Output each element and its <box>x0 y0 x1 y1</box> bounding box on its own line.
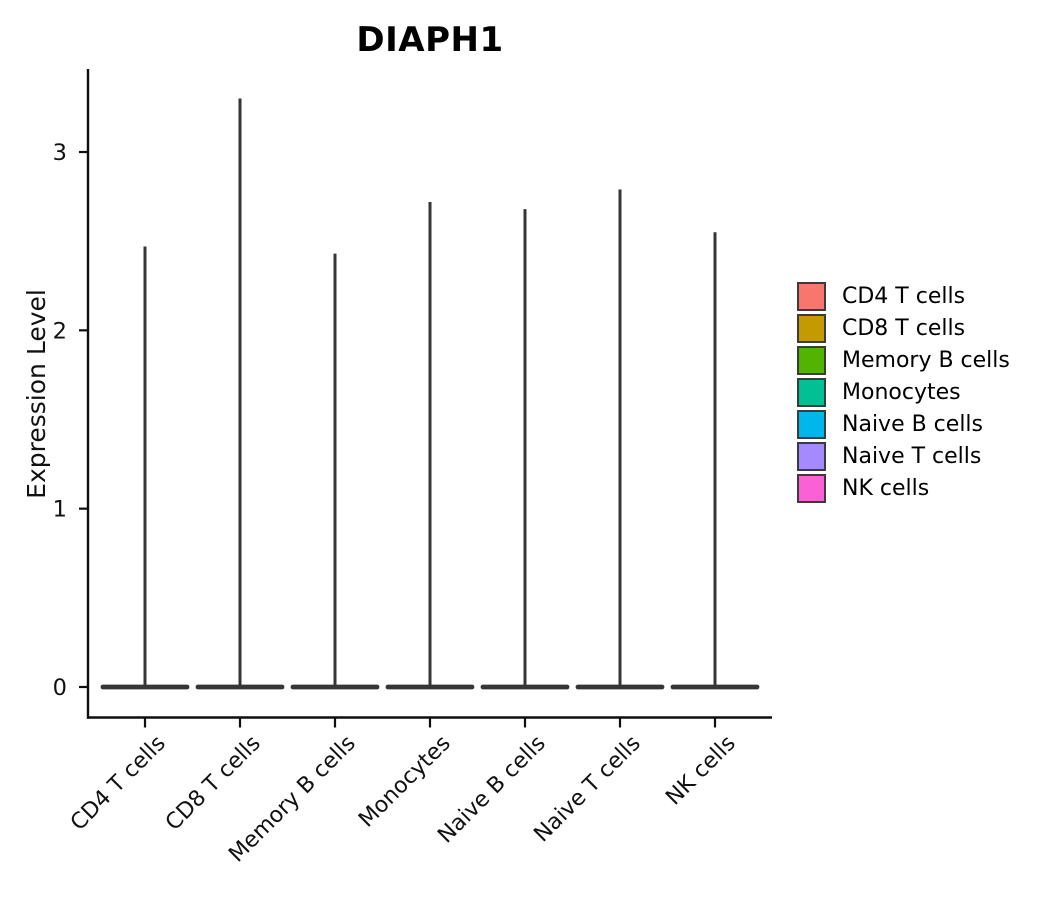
legend-label-naive-b-cells: Naive B cells <box>842 412 984 437</box>
legend-item-cd4-t-cells: CD4 T cells <box>797 282 1010 311</box>
violin-monocytes <box>385 201 475 690</box>
violin-cd8-t-cells <box>195 98 285 690</box>
y-tick-label-3: 3 <box>53 140 67 166</box>
violin-nk-cells <box>670 232 760 690</box>
legend-swatch-naive-b-cells <box>797 410 826 439</box>
legend-swatch-monocytes <box>797 378 826 407</box>
legend-item-nk-cells: NK cells <box>797 474 1010 503</box>
legend-swatch-naive-t-cells <box>797 442 826 471</box>
legend-label-cd8-t-cells: CD8 T cells <box>842 316 966 341</box>
legend-label-monocytes: Monocytes <box>842 380 961 405</box>
violin-naive-t-cells <box>575 189 665 690</box>
legend-item-monocytes: Monocytes <box>797 378 1010 407</box>
violin-cd4-t-cells <box>100 246 190 690</box>
legend-item-naive-b-cells: Naive B cells <box>797 410 1010 439</box>
legend-label-cd4-t-cells: CD4 T cells <box>842 284 966 309</box>
legend-swatch-cd4-t-cells <box>797 282 826 311</box>
y-tick-label-0: 0 <box>53 675 67 701</box>
legend-swatch-memory-b-cells <box>797 346 826 375</box>
legend-label-nk-cells: NK cells <box>842 476 930 501</box>
violin-memory-b-cells <box>290 253 380 690</box>
legend-item-cd8-t-cells: CD8 T cells <box>797 314 1010 343</box>
y-tick-label-1: 1 <box>53 497 67 523</box>
legend-swatch-cd8-t-cells <box>797 314 826 343</box>
legend-label-memory-b-cells: Memory B cells <box>842 348 1010 373</box>
plot-title: DIAPH1 <box>356 20 504 60</box>
legend-label-naive-t-cells: Naive T cells <box>842 444 982 469</box>
y-tick-label-2: 2 <box>53 318 67 344</box>
legend-item-naive-t-cells: Naive T cells <box>797 442 1010 471</box>
legend: CD4 T cells CD8 T cells Memory B cells Mono… <box>797 282 1010 506</box>
violin-naive-b-cells <box>480 209 570 690</box>
legend-swatch-nk-cells <box>797 474 826 503</box>
legend-item-memory-b-cells: Memory B cells <box>797 346 1010 375</box>
